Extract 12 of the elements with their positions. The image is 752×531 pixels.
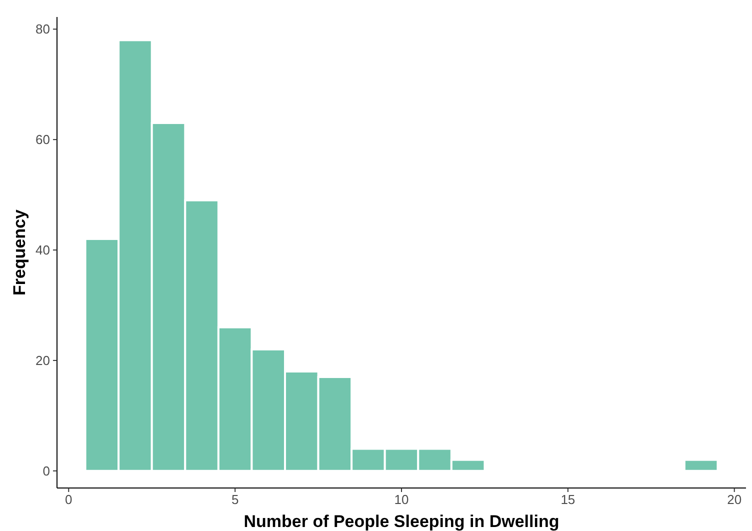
y-tick-label: 0 — [42, 463, 50, 478]
x-axis-title: Number of People Sleeping in Dwelling — [244, 512, 560, 531]
x-tick-label: 10 — [394, 492, 409, 507]
y-tick-label: 80 — [36, 22, 50, 37]
x-tick-label: 0 — [65, 492, 72, 507]
y-tick-label: 40 — [36, 242, 50, 258]
y-tick-label: 60 — [36, 132, 50, 148]
x-tick-label: 15 — [560, 492, 576, 507]
y-tick-label: 20 — [36, 353, 50, 368]
x-tick-label: 5 — [231, 492, 239, 507]
x-tick-label: 20 — [727, 492, 742, 507]
y-axis-title: Frequency — [10, 208, 29, 296]
